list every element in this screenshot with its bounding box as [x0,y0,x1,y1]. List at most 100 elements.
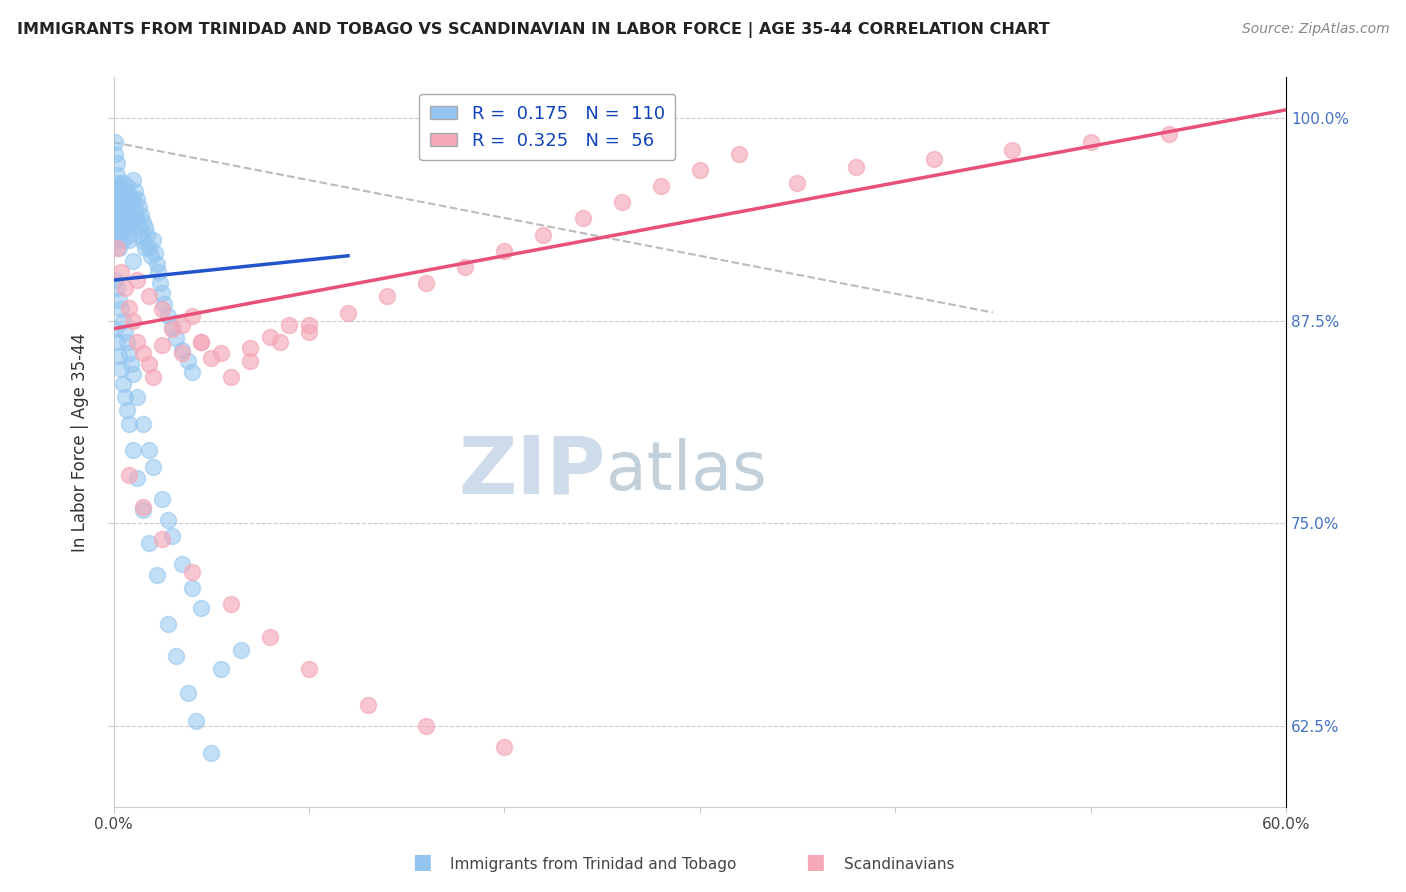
Point [108,216,131,230]
Point [114,211,136,226]
Point [114,325,136,339]
Point [125,192,148,206]
Point [115,198,138,212]
Point [259,330,281,344]
Point [108,184,131,198]
Text: ■: ■ [412,853,432,872]
Point [229,642,252,657]
Point [104,273,127,287]
Point [120,195,142,210]
Point [219,370,242,384]
Point [122,192,145,206]
Point [157,513,180,527]
Point [135,227,157,242]
Point [104,233,127,247]
Point [298,662,321,676]
Point [124,184,146,198]
Point [200,747,222,761]
Point [110,362,132,376]
Text: Scandinavians: Scandinavians [844,857,955,872]
Point [110,208,132,222]
Point [115,402,138,417]
Text: Immigrants from Trinidad and Tobago: Immigrants from Trinidad and Tobago [450,857,737,872]
Point [120,358,142,372]
Point [118,188,141,202]
Point [209,346,232,360]
Point [115,179,138,194]
Point [200,351,222,365]
Point [259,630,281,644]
Point [454,260,477,274]
Point [112,376,135,391]
Point [125,213,148,227]
Point [112,211,135,226]
Point [107,224,129,238]
Point [129,208,152,222]
Point [157,616,180,631]
Point [138,443,160,458]
Point [112,313,135,327]
Point [104,322,127,336]
Point [122,367,145,381]
Point [157,309,180,323]
Point [142,370,165,384]
Point [112,200,135,214]
Point [298,325,321,339]
Text: IMMIGRANTS FROM TRINIDAD AND TOBAGO VS SCANDINAVIAN IN LABOR FORCE | AGE 35-44 C: IMMIGRANTS FROM TRINIDAD AND TOBAGO VS S… [17,22,1050,38]
Text: ■: ■ [806,853,825,872]
Point [134,219,156,234]
Point [107,156,129,170]
Point [170,343,193,357]
Point [104,216,127,230]
Point [160,529,183,543]
Point [145,257,167,271]
Point [170,318,193,333]
Text: Source: ZipAtlas.com: Source: ZipAtlas.com [1241,22,1389,37]
Point [145,568,167,582]
Point [786,176,808,190]
Point [112,176,135,190]
Point [177,686,200,700]
Point [209,662,232,676]
Point [125,390,148,404]
Point [152,533,174,547]
Text: atlas: atlas [606,438,766,504]
Point [142,233,165,247]
Point [219,598,242,612]
Point [184,714,207,728]
Point [132,346,155,360]
Point [124,203,146,218]
Point [1001,144,1024,158]
Point [143,245,166,260]
Point [533,227,555,242]
Point [190,600,212,615]
Point [107,176,129,190]
Point [190,334,212,349]
Point [118,227,141,242]
Point [689,162,711,177]
Point [610,195,633,210]
Point [1157,127,1180,141]
Point [110,302,132,317]
Point [108,349,131,363]
Point [110,265,132,279]
Point [112,192,135,206]
Point [922,152,945,166]
Point [118,301,141,315]
Point [134,241,156,255]
Point [132,417,155,432]
Point [239,354,262,368]
Point [356,698,378,712]
Y-axis label: In Labor Force | Age 35-44: In Labor Force | Age 35-44 [72,333,89,552]
Text: ZIP: ZIP [458,433,606,510]
Point [118,346,141,360]
Point [180,581,202,595]
Point [107,281,129,295]
Point [114,184,136,198]
Point [138,241,160,255]
Point [149,277,172,291]
Point [108,241,131,255]
Point [108,200,131,214]
Point [122,253,145,268]
Point [152,286,174,301]
